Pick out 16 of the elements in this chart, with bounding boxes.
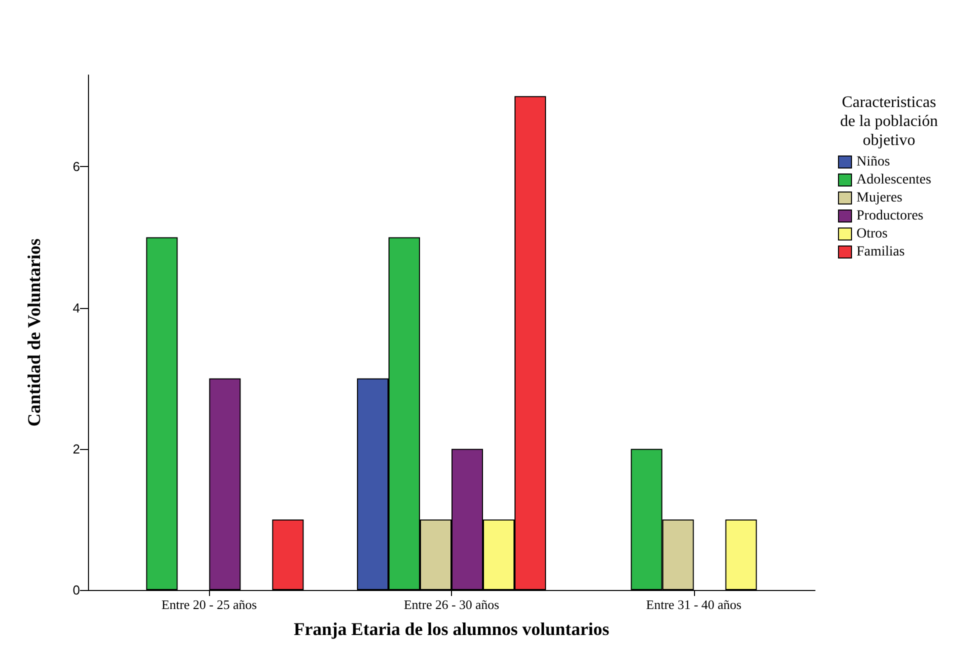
legend-label: Adolescentes — [856, 172, 932, 188]
x-tick-label: Entre 31 - 40 años — [646, 597, 742, 612]
x-tick-label: Entre 26 - 30 años — [404, 597, 500, 612]
y-axis-title: Cantidad de Voluntarios — [24, 238, 44, 427]
legend-label: Familias — [856, 244, 905, 260]
y-tick-label: 6 — [72, 159, 80, 174]
legend-label: Niños — [856, 154, 890, 170]
y-tick-label: 2 — [72, 441, 80, 456]
x-axis-title: Franja Etaria de los alumnos voluntarios — [294, 619, 610, 639]
legend-label: Otros — [856, 226, 888, 242]
x-tick-label: Entre 20 - 25 años — [162, 597, 257, 612]
y-tick-label: 4 — [72, 300, 80, 316]
y-tick-label: 0 — [72, 582, 80, 598]
legend-label: Productores — [856, 208, 924, 224]
legend-label: Mujeres — [856, 190, 902, 206]
legend-title: Caracteristicas de la población objetivo — [840, 94, 938, 149]
